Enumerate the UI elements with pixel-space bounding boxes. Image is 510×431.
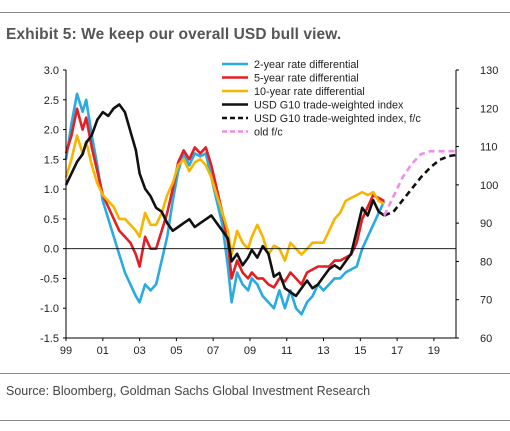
- legend-label-2: 10-year rate differential: [254, 86, 365, 98]
- right-tick-label-3: 90: [480, 218, 492, 230]
- right-tick-label-1: 70: [480, 295, 492, 307]
- series-line-5: [383, 149, 456, 217]
- left-tick-label-6: 1.5: [44, 154, 59, 166]
- series-layer: [64, 92, 457, 316]
- legend-label-5: old f/c: [254, 127, 283, 139]
- x-tick-label-4: 07: [207, 345, 219, 357]
- x-tick-label-2: 03: [133, 345, 145, 357]
- top-rule: [0, 12, 510, 13]
- axes-layer: -1.5 -1.0 -0.5 0.0 0.5 1.0 1.5 2.0 2.5 3.0 60 70 80 9…: [40, 65, 498, 357]
- left-tick-label-5: 1.0: [44, 184, 59, 196]
- right-tick-label-4: 100: [480, 180, 498, 192]
- left-tick-label-4: 0.5: [44, 214, 59, 226]
- left-tick-label-1: -1.0: [40, 303, 59, 315]
- right-tick-label-0: 60: [480, 333, 492, 345]
- left-tick-label-8: 2.5: [44, 95, 59, 107]
- source-rule: [0, 373, 510, 374]
- right-tick-label-6: 120: [480, 103, 498, 115]
- x-tick-label-8: 15: [354, 345, 366, 357]
- x-tick-label-1: 01: [97, 345, 109, 357]
- left-tick-label-3: 0.0: [44, 244, 59, 256]
- series-line-2: [64, 134, 385, 262]
- series-line-3: [64, 103, 386, 298]
- chart-title: Exhibit 5: We keep our overall USD bull …: [6, 26, 342, 43]
- left-tick-label-7: 2.0: [44, 125, 59, 137]
- x-tick-label-0: 99: [60, 345, 72, 357]
- right-tick-label-2: 80: [480, 256, 492, 268]
- legend-label-1: 5-year rate differential: [254, 73, 359, 85]
- legend-label-0: 2-year rate differential: [254, 59, 359, 71]
- right-tick-label-5: 110: [480, 142, 498, 154]
- series-line-4: [383, 153, 457, 217]
- x-tick-label-6: 11: [281, 345, 292, 357]
- legend-label-4: USD G10 trade-weighted index, f/c: [254, 113, 421, 125]
- left-tick-label-2: -0.5: [40, 273, 59, 285]
- left-tick-label-9: 3.0: [44, 65, 59, 77]
- x-tick-label-3: 05: [170, 345, 182, 357]
- x-tick-label-10: 19: [428, 345, 440, 357]
- series-line-0: [64, 92, 386, 316]
- left-tick-label-0: -1.5: [40, 333, 59, 345]
- x-tick-label-5: 09: [244, 345, 256, 357]
- source-note: Source: Bloomberg, Goldman Sachs Global …: [6, 384, 371, 398]
- right-tick-label-7: 130: [480, 65, 498, 77]
- legend: 2-year rate differential 5-year rate diff…: [222, 59, 421, 139]
- x-tick-label-9: 17: [391, 345, 403, 357]
- series-line-1: [64, 107, 385, 289]
- bottom-rule: [0, 420, 510, 421]
- x-tick-label-7: 13: [317, 345, 329, 357]
- legend-label-3: USD G10 trade-weighted index: [254, 100, 404, 112]
